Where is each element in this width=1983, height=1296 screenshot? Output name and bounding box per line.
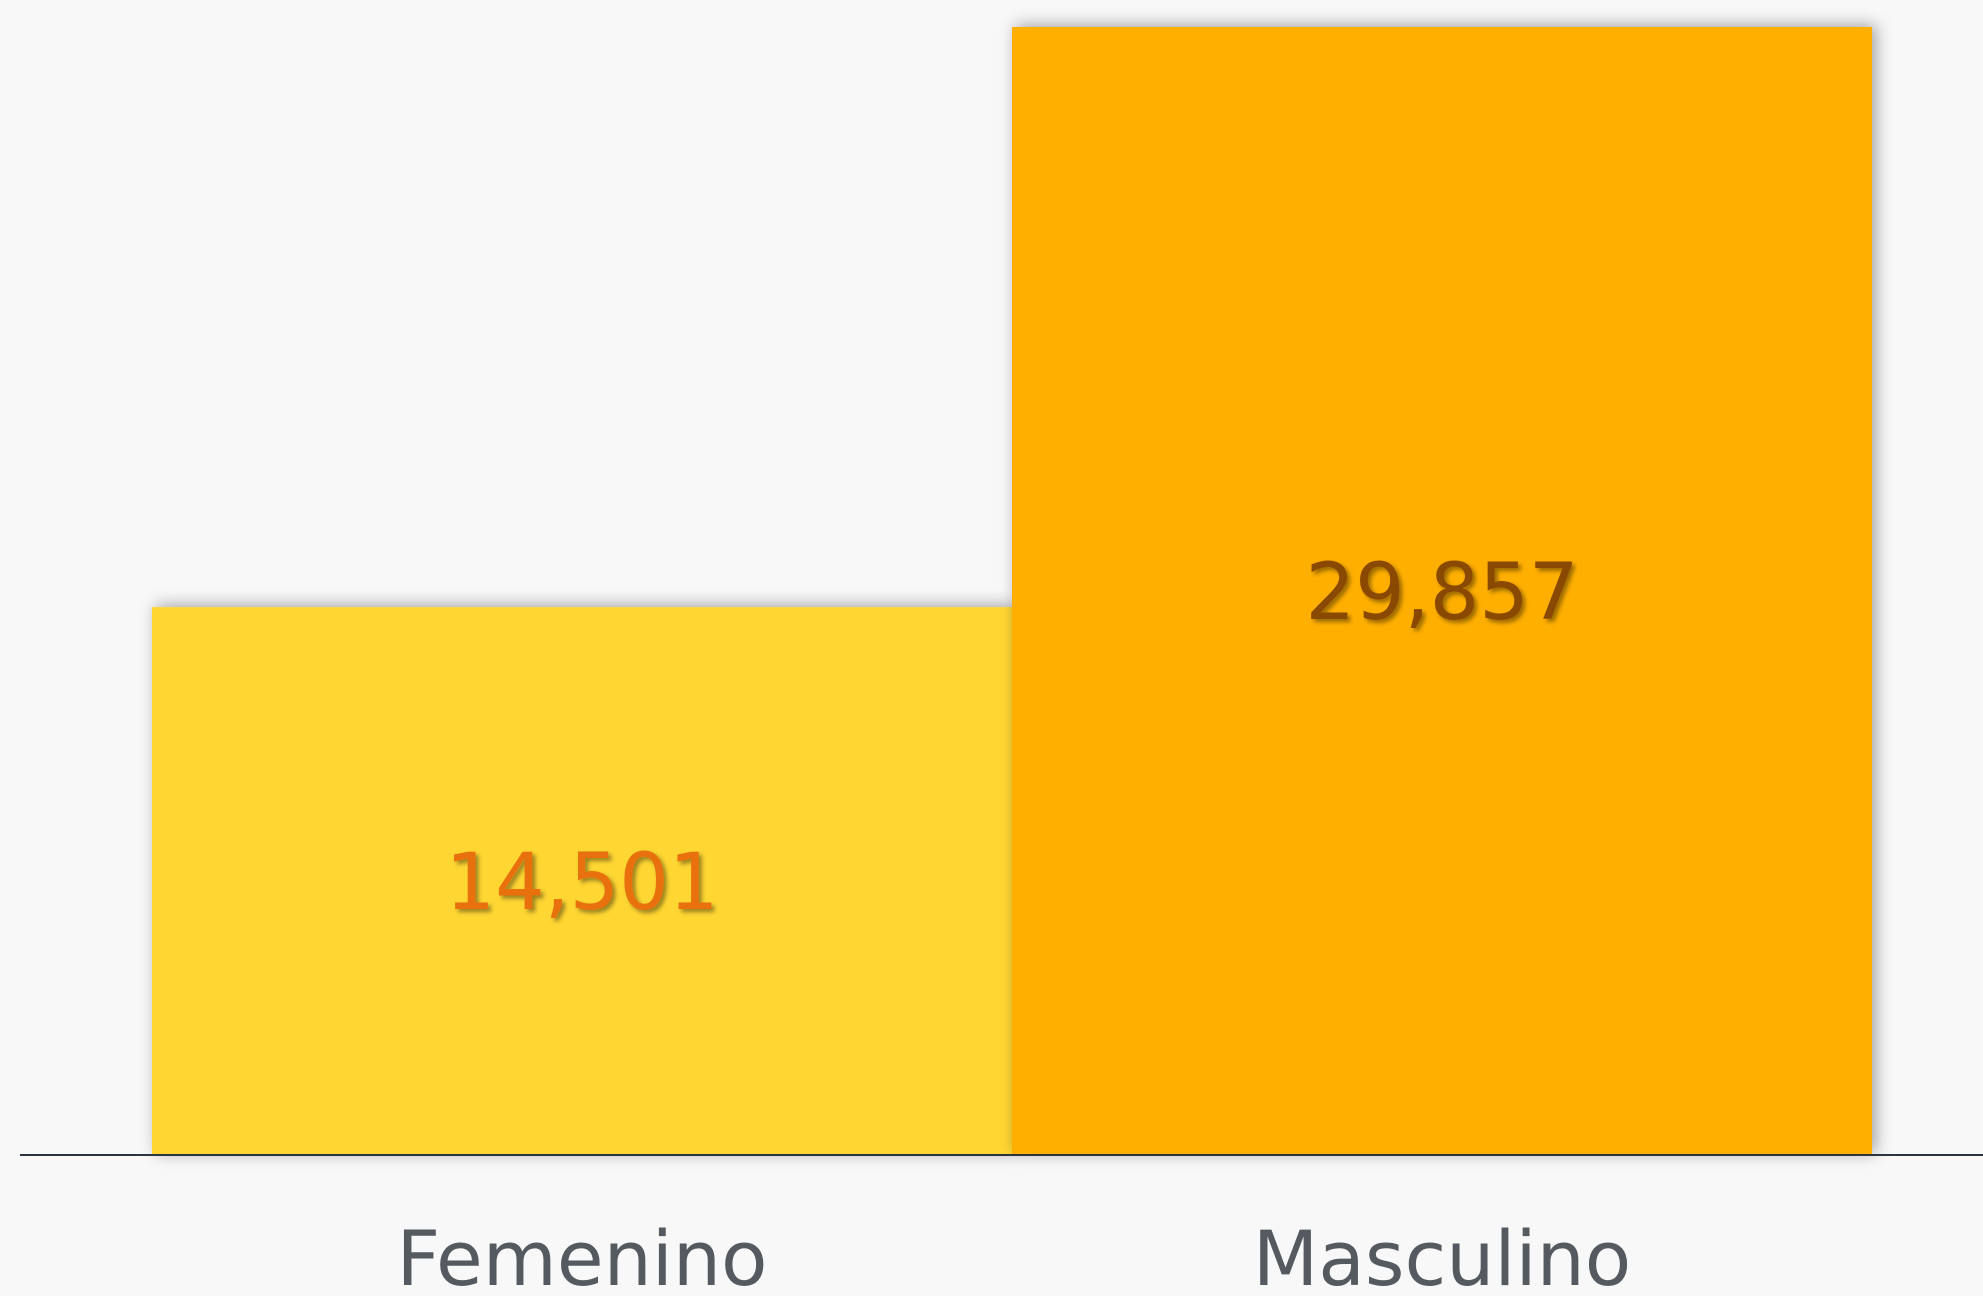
bar [1012, 27, 1872, 1155]
value-label: 29,857 [1306, 548, 1579, 638]
bar [152, 607, 1012, 1155]
bars [152, 27, 1872, 1155]
x-tick-label: Femenino [396, 1214, 767, 1296]
x-tick-label: Masculino [1253, 1214, 1632, 1296]
value-label: 14,501 [446, 838, 719, 928]
